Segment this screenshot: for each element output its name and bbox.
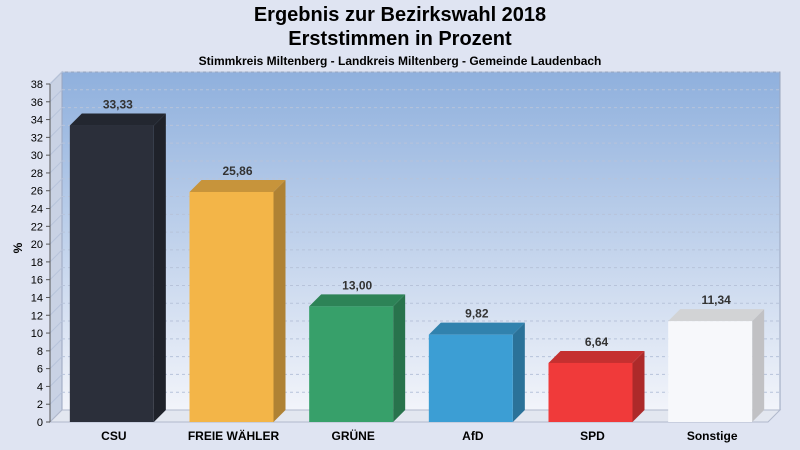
y-tick-label: 34 bbox=[31, 115, 43, 127]
y-tick-label: 32 bbox=[31, 132, 43, 144]
data-label: 6,64 bbox=[585, 335, 609, 349]
bar-grüne: 13,00 bbox=[309, 278, 406, 422]
bar-spd: 6,64 bbox=[548, 335, 645, 422]
x-tick-label: FREIE WÄHLER bbox=[188, 428, 280, 443]
y-tick-label: 16 bbox=[31, 275, 43, 287]
data-label: 9,82 bbox=[465, 307, 489, 321]
y-tick-label: 18 bbox=[31, 257, 43, 269]
y-tick-label: 22 bbox=[31, 221, 43, 233]
bar-freie-wähler: 25,86 bbox=[189, 164, 286, 422]
y-tick-label: 30 bbox=[31, 150, 43, 162]
x-tick-label: CSU bbox=[101, 429, 126, 443]
y-tick-label: 26 bbox=[31, 186, 43, 198]
x-tick-label: GRÜNE bbox=[331, 428, 374, 443]
bar-csu: 33,33 bbox=[69, 98, 166, 422]
y-axis-label: % bbox=[11, 242, 25, 253]
data-label: 25,86 bbox=[222, 164, 252, 178]
y-tick-label: 14 bbox=[31, 292, 43, 304]
x-tick-label: Sonstige bbox=[687, 429, 738, 443]
y-tick-label: 10 bbox=[31, 328, 43, 340]
y-tick-label: 6 bbox=[37, 364, 43, 376]
y-tick-label: 12 bbox=[31, 310, 43, 322]
y-tick-label: 0 bbox=[37, 417, 43, 429]
y-tick-label: 36 bbox=[31, 97, 43, 109]
data-label: 13,00 bbox=[342, 278, 372, 292]
bar-afd: 9,82 bbox=[428, 307, 525, 422]
y-tick-label: 20 bbox=[31, 239, 43, 251]
chart-subtitle: Erststimmen in Prozent bbox=[288, 28, 512, 50]
y-tick-label: 8 bbox=[37, 346, 43, 358]
bars: 33,33 25,86 13,00 9,82 6,64 11,34 bbox=[69, 98, 765, 422]
data-label: 11,34 bbox=[701, 293, 731, 307]
x-axis-labels: CSU FREIE WÄHLER GRÜNE AfD SPD Sonstige bbox=[101, 428, 738, 443]
y-tick-label: 2 bbox=[37, 399, 43, 411]
chart-caption: Stimmkreis Miltenberg - Landkreis Milten… bbox=[198, 54, 602, 68]
x-tick-label: SPD bbox=[580, 429, 605, 443]
y-tick-label: 4 bbox=[37, 381, 43, 393]
y-tick-label: 24 bbox=[31, 204, 43, 216]
gridlines bbox=[49, 71, 780, 405]
y-tick-label: 38 bbox=[31, 79, 43, 91]
x-tick-label: AfD bbox=[462, 429, 484, 443]
bar-sonstige: 11,34 bbox=[668, 293, 765, 422]
data-label: 33,33 bbox=[103, 98, 133, 112]
y-tick-label: 28 bbox=[31, 168, 43, 180]
chart-title: Ergebnis zur Bezirkswahl 2018 bbox=[253, 4, 547, 26]
